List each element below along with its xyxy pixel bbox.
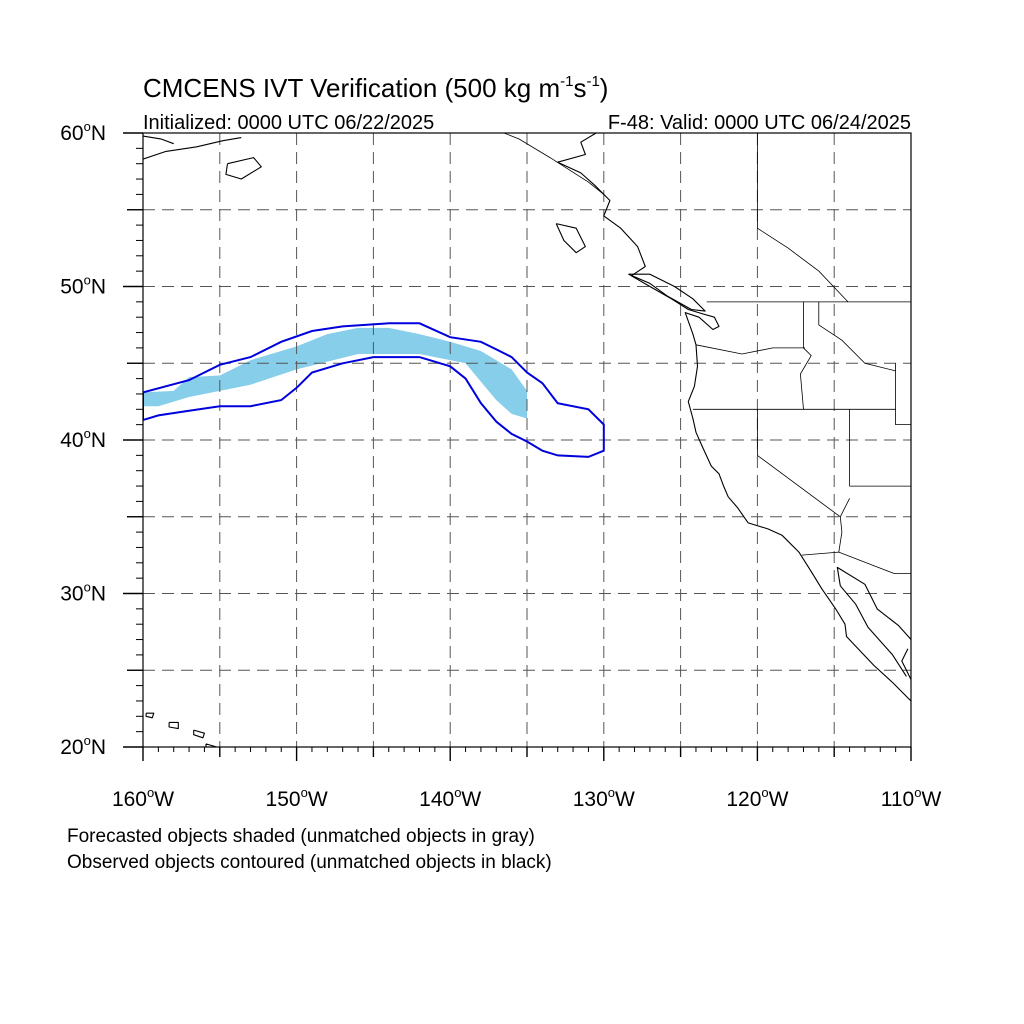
coastline-mexico-mainland-coast [901,648,911,680]
x-tick-label: 110oW [881,785,942,811]
observed-objects-layer [143,322,605,458]
y-tick-label: 30oN [60,580,106,606]
political-borders-layer [503,133,911,574]
axis-labels-layer: 160oW 150oW 140oW 130oW 120oW 110oW 60oN 50oN 40… [60,119,941,811]
x-tick-label: 130oW [573,785,635,811]
y-tick-label: 40oN [60,426,106,452]
figure-title: CMCENS IVT Verification (500 kg m-1s-1) [143,73,608,103]
observed-legend-note: Observed objects contoured (unmatched ob… [67,852,552,873]
observed-object-contour [143,322,605,458]
coastline-hawaii-kauai [145,712,155,719]
coastline-hawaii-big-island [205,743,218,747]
forecast-objects-layer [143,327,527,419]
x-tick-label: 140oW [419,785,481,811]
coastline-north-america-west-coast [557,133,911,702]
border-idaho-montana [818,301,896,372]
border-idaho-west [799,301,812,410]
x-tick-label: 150oW [266,785,328,811]
coastline-haida-gwaii [555,223,586,254]
y-tick-label: 20oN [60,733,106,759]
y-tick-label: 50oN [60,273,106,299]
map-plot-area [143,133,911,747]
coastline-hawaii-oahu-kauai [168,721,179,730]
border-washington-oregon [695,344,805,355]
border-alaska-canada-border [503,133,605,195]
coastline-baja-gulf-coast [836,566,911,677]
border-canada-bc-alberta [757,133,849,303]
axis-ticks-layer [123,132,912,761]
border-nevada-california [757,409,841,518]
graticule-layer [143,133,911,747]
y-tick-label: 60oN [60,119,106,145]
coastline-kodiak-island [225,157,262,180]
border-colorado-river [838,498,850,553]
coastline-alaska-gulf-coast [143,135,174,145]
border-us-mexico-border [801,551,911,574]
forecast-object-shading [143,327,527,419]
valid-time-label: F-48: Valid: 0000 UTC 06/24/2025 [608,112,911,134]
x-tick-label: 120oW [726,785,788,811]
coastline-alaska-south-coast [143,137,242,160]
x-tick-label: 160oW [112,785,174,811]
init-time-label: Initialized: 0000 UTC 06/22/2025 [143,112,434,134]
coastline-vancouver-island [628,273,706,312]
coastline-layer [143,133,911,747]
border-wyoming-west [895,363,911,426]
coastline-hawaii-maui [193,729,205,739]
forecast-legend-note: Forecasted objects shaded (unmatched obj… [67,826,535,847]
